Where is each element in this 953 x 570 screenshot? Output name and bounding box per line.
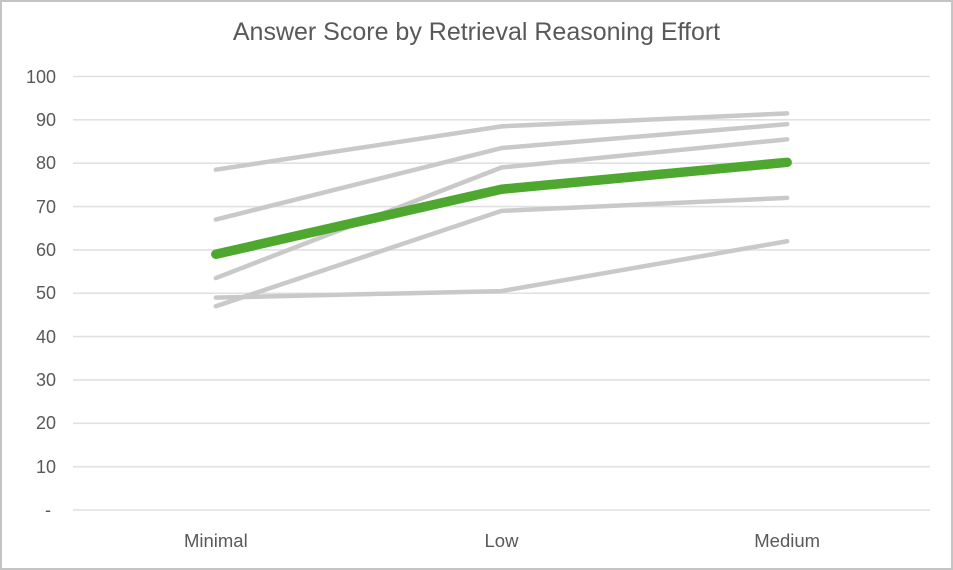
x-category-label: Low	[484, 530, 519, 551]
y-tick-label: 40	[35, 326, 56, 347]
y-tick-label: 70	[35, 196, 56, 217]
y-tick-label: 80	[35, 153, 56, 174]
y-tick-label: 100	[25, 66, 56, 87]
run-series-line	[213, 121, 790, 222]
run-series-line	[213, 137, 790, 281]
y-tick-label: 30	[35, 369, 56, 390]
run-series-line	[213, 238, 790, 300]
y-tick-label: 90	[35, 109, 56, 130]
run-series-line	[213, 195, 790, 309]
y-tick-label: -	[45, 500, 56, 520]
y-tick-label: 50	[35, 283, 56, 304]
average-series-line	[211, 157, 792, 259]
x-category-label: Medium	[754, 530, 821, 551]
chart-title: Answer Score by Retrieval Reasoning Effo…	[232, 18, 721, 46]
run-series-line	[213, 111, 790, 172]
x-category-label: Minimal	[183, 530, 248, 551]
y-tick-label: 10	[35, 456, 56, 477]
y-tick-label: 20	[35, 413, 56, 434]
y-tick-label: 60	[35, 239, 56, 260]
